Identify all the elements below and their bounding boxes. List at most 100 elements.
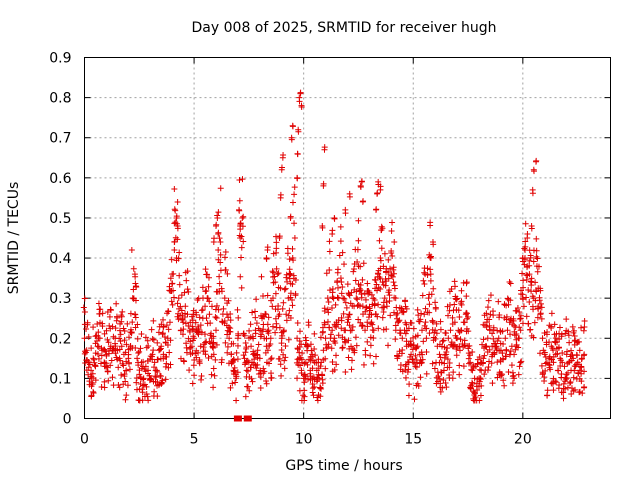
data-point [185, 288, 192, 295]
data-point [408, 351, 415, 358]
data-point [258, 331, 265, 338]
data-point [94, 350, 101, 357]
data-point [208, 303, 215, 310]
data-point [214, 214, 221, 221]
data-point [522, 220, 529, 227]
data-points [80, 89, 588, 422]
data-point [378, 223, 385, 230]
data-point [484, 304, 491, 311]
data-point [159, 377, 166, 384]
data-point [542, 360, 549, 367]
data-point [154, 368, 161, 375]
data-point [377, 183, 384, 190]
data-point [296, 337, 303, 344]
data-point [205, 295, 212, 302]
data-point [484, 367, 491, 374]
data-point [178, 292, 185, 299]
data-point [190, 362, 197, 369]
data-point [444, 356, 451, 363]
data-point [451, 319, 458, 326]
data-point [183, 340, 190, 347]
data-point [322, 355, 329, 362]
data-point [516, 324, 523, 331]
data-point [264, 321, 271, 328]
data-point [276, 355, 283, 362]
data-point [254, 361, 261, 368]
data-point [224, 270, 231, 277]
data-point [101, 378, 108, 385]
data-point [244, 357, 251, 364]
data-point [331, 366, 338, 373]
data-point [196, 314, 203, 321]
data-point [423, 370, 430, 377]
data-point [167, 337, 174, 344]
data-point [270, 269, 277, 276]
data-point [492, 343, 499, 350]
data-point [278, 372, 285, 379]
data-point [417, 374, 424, 381]
data-point [465, 360, 472, 367]
data-point [447, 327, 454, 334]
data-point [529, 293, 536, 300]
data-point [489, 380, 496, 387]
data-point [369, 321, 376, 328]
data-point [364, 323, 371, 330]
data-point [167, 275, 174, 282]
data-point [242, 340, 249, 347]
data-point [337, 223, 344, 230]
data-point [116, 346, 123, 353]
data-point [267, 341, 274, 348]
data-point [350, 347, 357, 354]
data-point [222, 339, 229, 346]
data-point [318, 385, 325, 392]
data-point [309, 365, 316, 372]
data-point [445, 335, 452, 342]
data-point [296, 98, 303, 105]
data-point [229, 380, 236, 387]
data-point [424, 271, 431, 278]
data-point [507, 297, 514, 304]
data-point [124, 382, 131, 389]
data-point [165, 326, 172, 333]
data-point [89, 381, 96, 388]
y-tick-label: 0.7 [49, 131, 71, 147]
data-point [404, 358, 411, 365]
data-point [440, 367, 447, 374]
data-point [221, 317, 228, 324]
data-point [396, 329, 403, 336]
data-point [120, 362, 127, 369]
data-point [189, 380, 196, 387]
data-point [552, 378, 559, 385]
data-point [133, 374, 140, 381]
data-point [433, 320, 440, 327]
data-point [556, 381, 563, 388]
data-point [265, 330, 272, 337]
data-point [485, 363, 492, 370]
data-point [292, 277, 299, 284]
data-point [123, 392, 130, 399]
data-point [385, 342, 392, 349]
data-point [86, 361, 93, 368]
data-point [386, 297, 393, 304]
data-point [546, 339, 553, 346]
data-point [161, 334, 168, 341]
data-point [446, 371, 453, 378]
data-point [511, 351, 518, 358]
data-point [357, 281, 364, 288]
data-point [251, 308, 258, 315]
data-point [227, 317, 234, 324]
data-point [465, 345, 472, 352]
data-point [203, 271, 210, 278]
data-point [107, 307, 114, 314]
data-point [170, 270, 177, 277]
data-point [176, 272, 183, 279]
data-point [374, 313, 381, 320]
data-point [285, 336, 292, 343]
data-point [454, 295, 461, 302]
data-point [396, 317, 403, 324]
data-point [427, 266, 434, 273]
data-point [389, 252, 396, 259]
data-point [490, 326, 497, 333]
data-point [350, 266, 357, 273]
data-point [233, 415, 242, 422]
